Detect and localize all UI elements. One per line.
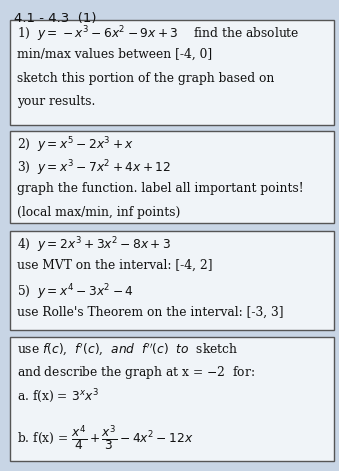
- Bar: [10, 20, 334, 125]
- Text: use MVT on the interval: [-4, 2]: use MVT on the interval: [-4, 2]: [17, 259, 213, 272]
- Text: 4.1 - 4.3  (1): 4.1 - 4.3 (1): [14, 12, 96, 25]
- Bar: [10, 231, 334, 330]
- Text: use Rolle's Theorem on the interval: [-3, 3]: use Rolle's Theorem on the interval: [-3…: [17, 306, 283, 319]
- Text: 4)  $y = 2x^3 + 3x^2 - 8x + 3$: 4) $y = 2x^3 + 3x^2 - 8x + 3$: [17, 236, 171, 255]
- Text: 3)  $y = x^3 - 7x^2 + 4x + 12$: 3) $y = x^3 - 7x^2 + 4x + 12$: [17, 159, 171, 179]
- Text: 2)  $y = x^5 - 2x^3 + x$: 2) $y = x^5 - 2x^3 + x$: [17, 135, 134, 155]
- Text: 1)  $y = -x^3 - 6x^2 - 9x + 3$    find the absolute: 1) $y = -x^3 - 6x^2 - 9x + 3$ find the a…: [17, 24, 299, 44]
- Text: sketch this portion of the graph based on: sketch this portion of the graph based o…: [17, 72, 274, 85]
- Bar: [10, 337, 334, 461]
- Text: use $f(c)$,  $f'(c)$,  $\mathit{and}$  $f''(c)$  $\mathit{to}$  sketch: use $f(c)$, $f'(c)$, $\mathit{and}$ $f''…: [17, 341, 238, 357]
- Text: 5)  $y = x^4 - 3x^2 - 4$: 5) $y = x^4 - 3x^2 - 4$: [17, 283, 134, 302]
- Text: and describe the graph at x = $-$2  for:: and describe the graph at x = $-$2 for:: [17, 364, 255, 381]
- Text: graph the function. label all important points!: graph the function. label all important …: [17, 182, 304, 195]
- Text: (local max/min, inf points): (local max/min, inf points): [17, 206, 180, 219]
- Text: a. f(x) = $3^x x^3$: a. f(x) = $3^x x^3$: [17, 388, 99, 406]
- Text: b. f(x) = $\dfrac{x^4}{4} + \dfrac{x^3}{3} - 4x^2 - 12x$: b. f(x) = $\dfrac{x^4}{4} + \dfrac{x^3}{…: [17, 424, 194, 453]
- Bar: [10, 131, 334, 223]
- Text: your results.: your results.: [17, 95, 95, 108]
- Text: min/max values between [-4, 0]: min/max values between [-4, 0]: [17, 48, 212, 61]
